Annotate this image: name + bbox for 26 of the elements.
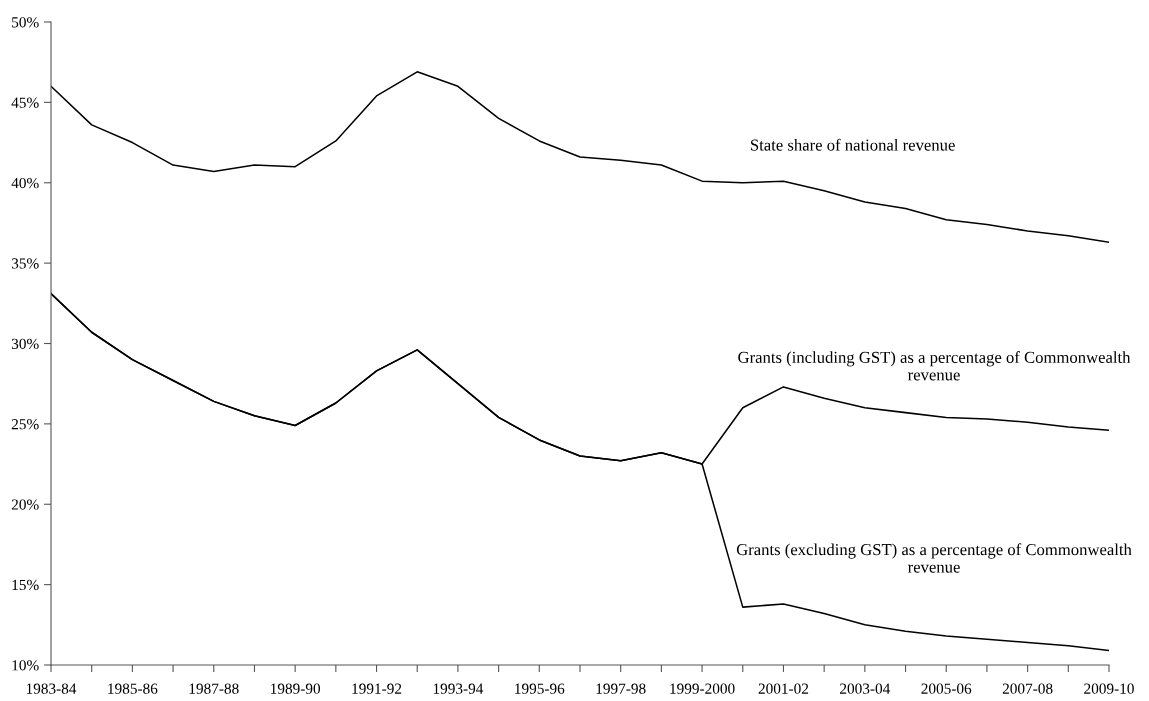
series-label: Grants (excluding GST) as a percentage of Commonwealth revenue [736,543,1132,573]
y-tick-label: 45% [11,97,39,108]
x-tick-label: 2001-02 [758,683,809,694]
x-tick-label: 2005-06 [921,683,972,694]
series-label: Grants (including GST) as a percentage of Commonwealth revenue [738,351,1131,381]
x-tick-label: 1997-98 [596,683,646,694]
y-tick-label: 35% [11,258,39,269]
x-tick-label: 2009-10 [1084,683,1134,694]
x-tick-label: 2003-04 [840,683,891,694]
y-tick-label: 25% [11,419,39,430]
y-tick-label: 10% [12,660,39,671]
x-tick-label: 1993-94 [433,683,484,694]
x-tick-label: 1991-92 [352,683,402,694]
y-tick-label: 40% [11,177,39,189]
x-tick-label: 1985-86 [108,683,158,694]
x-tick-label: 1987-88 [189,683,239,694]
x-tick-label: 1999-2000 [670,683,735,694]
y-tick-label: 20% [11,499,39,510]
x-tick-label: 1995-96 [515,683,565,694]
x-tick-label: 1983-84 [26,683,77,694]
x-tick-label: 1989-90 [271,683,321,694]
series-label: State share of national revenue [751,138,955,151]
x-tick-label: 2007-08 [1002,683,1053,694]
y-tick-label: 30% [11,338,39,349]
y-tick-label: 50% [12,17,39,28]
y-tick-label: 15% [12,579,39,591]
